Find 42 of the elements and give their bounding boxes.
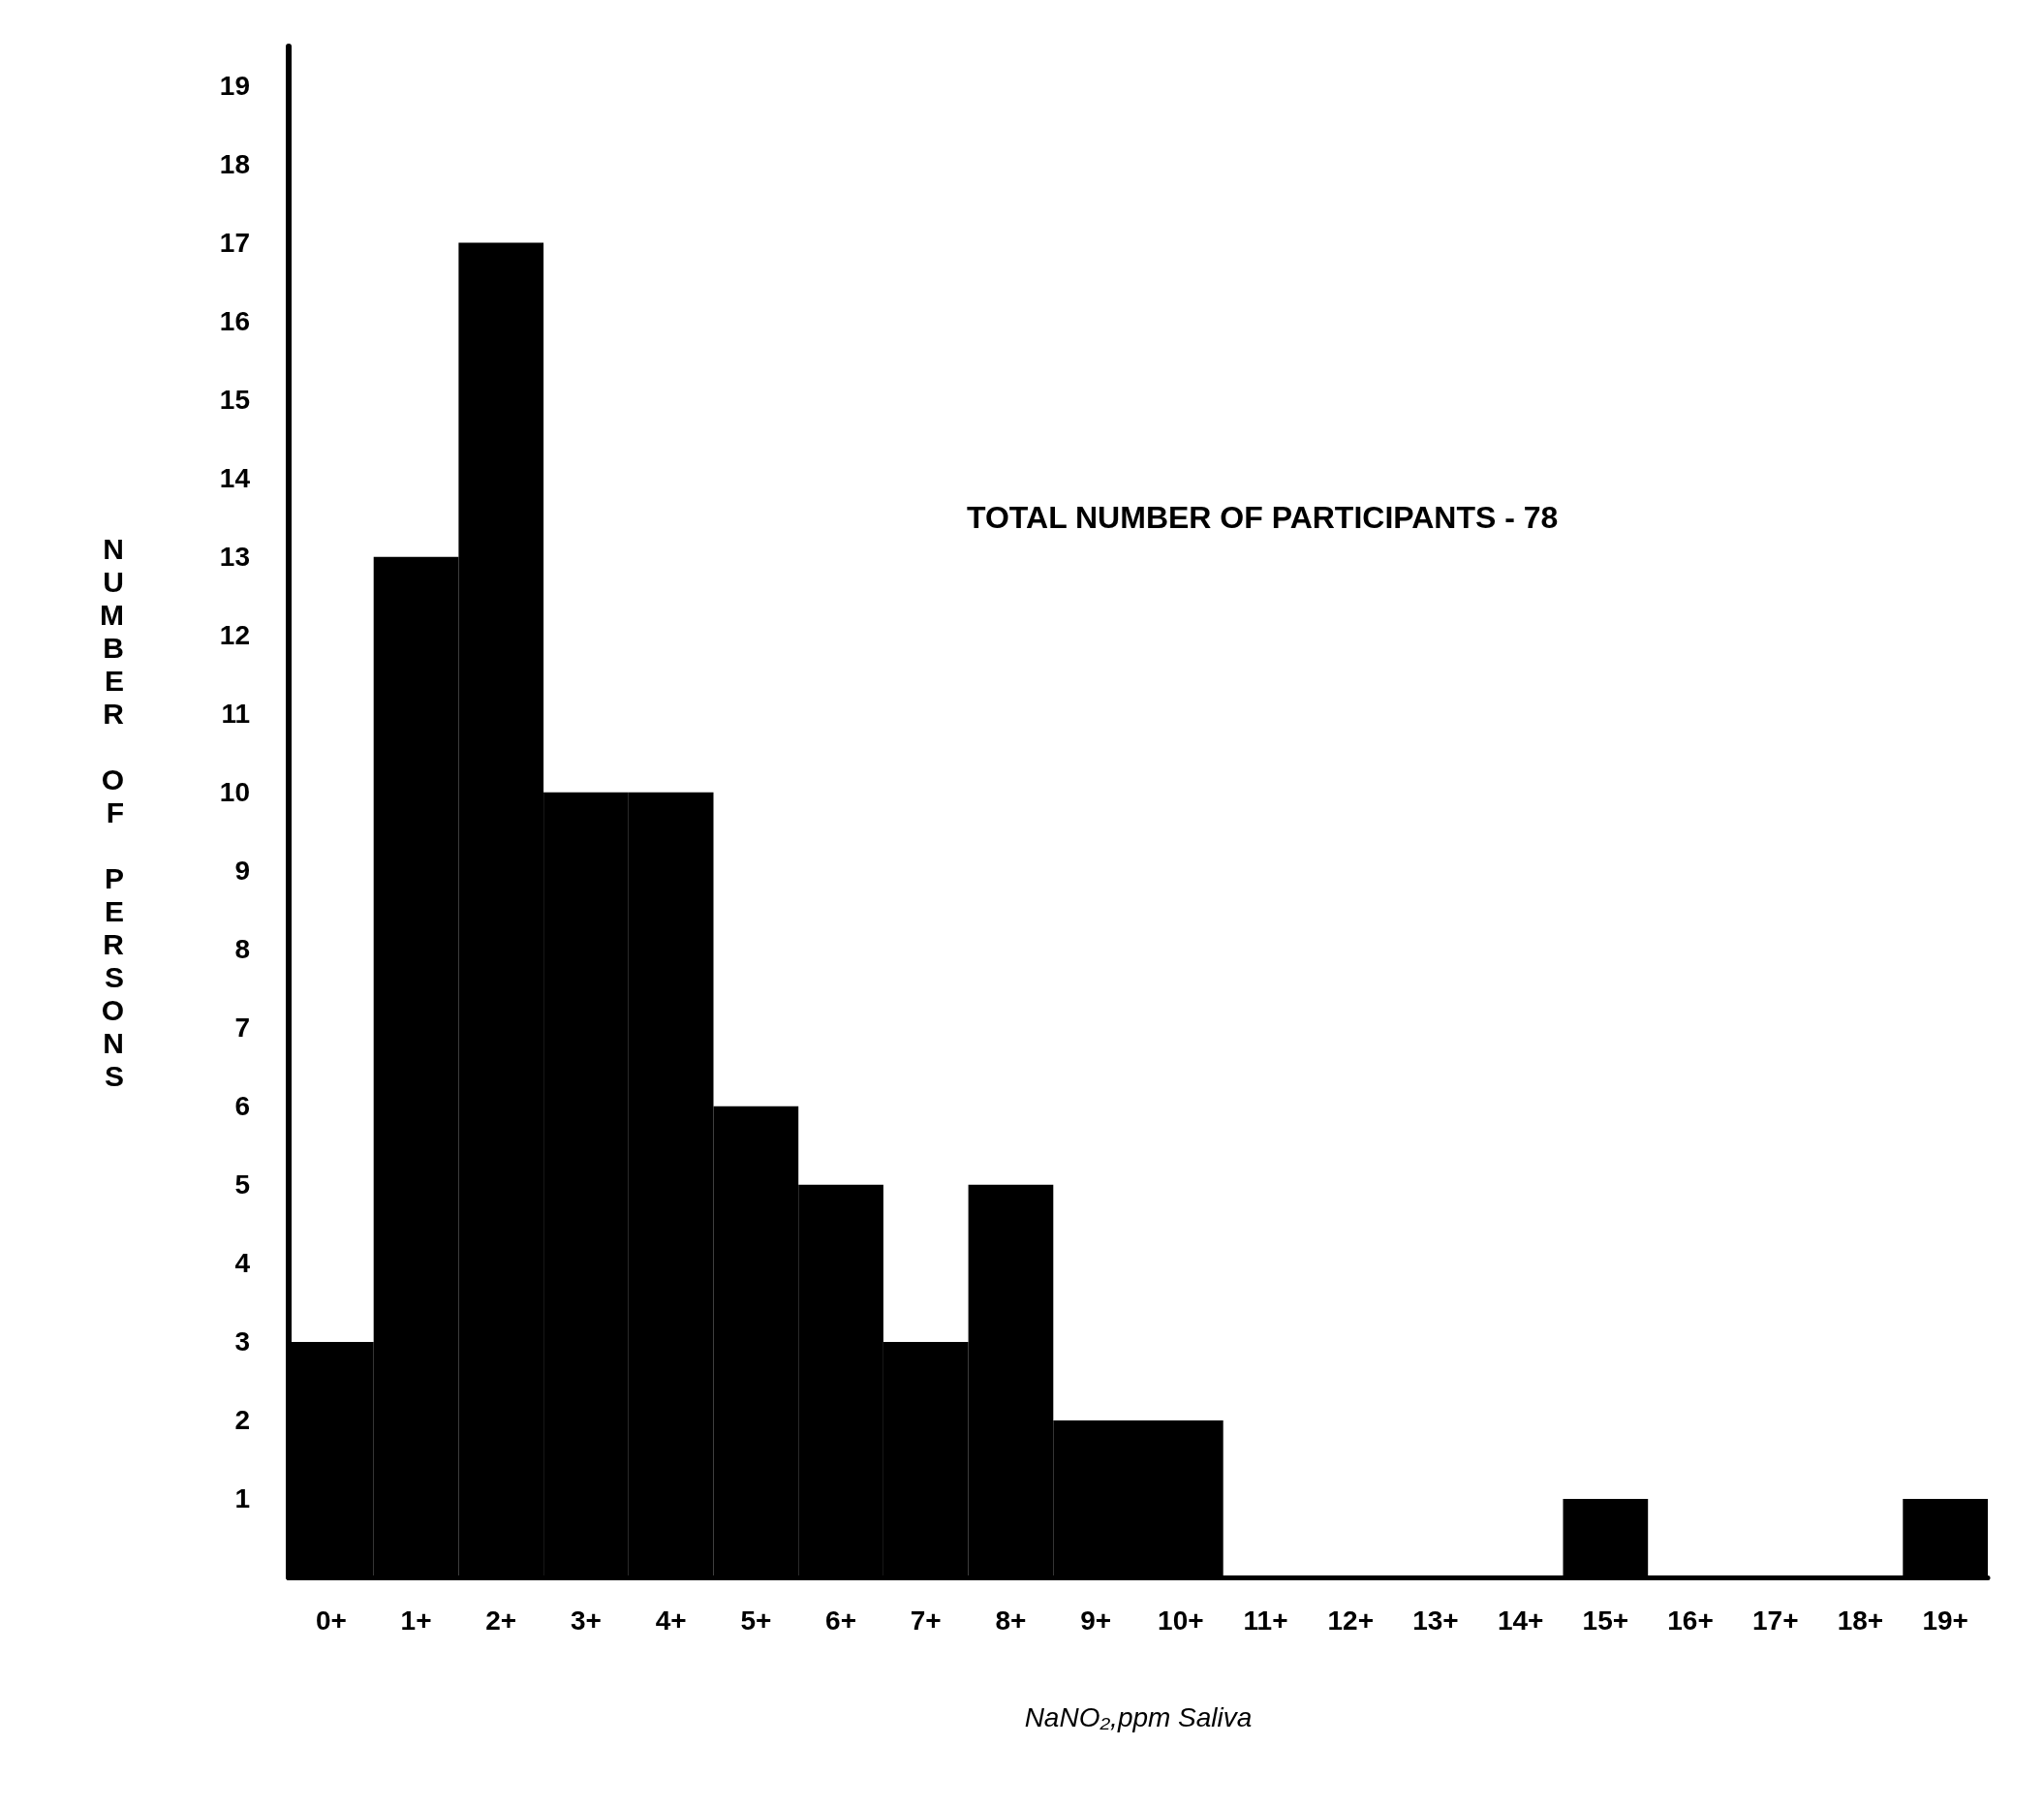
x-tick-label: 13+	[1412, 1605, 1459, 1636]
x-tick-label: 12+	[1327, 1605, 1374, 1636]
x-tick-label: 14+	[1497, 1605, 1544, 1636]
y-tick-label: 4	[234, 1248, 251, 1279]
y-tick-label: 11	[221, 699, 250, 730]
annotation: TOTAL NUMBER OF PARTICIPANTS - 78	[967, 500, 1559, 535]
x-tick-label: 4+	[655, 1605, 687, 1636]
y-tick-label: 5	[234, 1169, 250, 1200]
y-tick-label: 3	[234, 1326, 250, 1357]
x-tick-label: 11+	[1243, 1605, 1288, 1636]
y-tick-label: 17	[219, 228, 250, 259]
y-tick-label: 6	[234, 1091, 250, 1122]
x-tick-label: 18+	[1837, 1605, 1884, 1636]
y-tick-label: 10	[219, 777, 250, 808]
y-tick-label: 12	[219, 620, 250, 651]
x-tick-label: 2+	[485, 1605, 517, 1636]
y-tick-label: 19	[219, 71, 250, 102]
x-tick-label: 19+	[1922, 1605, 1968, 1636]
x-tick-label: 5+	[740, 1605, 772, 1636]
y-tick-label: 8	[234, 934, 250, 965]
x-tick-label: 10+	[1158, 1605, 1204, 1636]
x-tick-label: 8+	[995, 1605, 1027, 1636]
x-tick-label: 9+	[1080, 1605, 1112, 1636]
y-tick-label: 14	[219, 463, 251, 494]
y-tick-label: 9	[234, 856, 250, 887]
x-tick-label: 7+	[910, 1605, 942, 1636]
x-axis-title: NaNO₂,ppm Saliva	[1024, 1701, 1253, 1732]
y-tick-label: 18	[219, 149, 250, 180]
y-tick-label: 13	[219, 542, 250, 573]
x-tick-label: 17+	[1752, 1605, 1799, 1636]
y-tick-label: 1	[234, 1483, 250, 1514]
y-tick-label: 16	[219, 306, 250, 337]
y-tick-label: 2	[234, 1405, 250, 1436]
x-tick-label: 3+	[570, 1605, 602, 1636]
x-tick-label: 16+	[1667, 1605, 1714, 1636]
y-tick-label: 15	[219, 385, 250, 416]
x-tick-label: 15+	[1582, 1605, 1629, 1636]
x-tick-label: 0+	[315, 1605, 347, 1636]
text: NUMBER OF PERSONS	[100, 532, 124, 1092]
x-tick-label: 1+	[400, 1605, 432, 1636]
y-tick-label: 7	[234, 1013, 250, 1044]
x-tick-label: 6+	[825, 1605, 857, 1636]
